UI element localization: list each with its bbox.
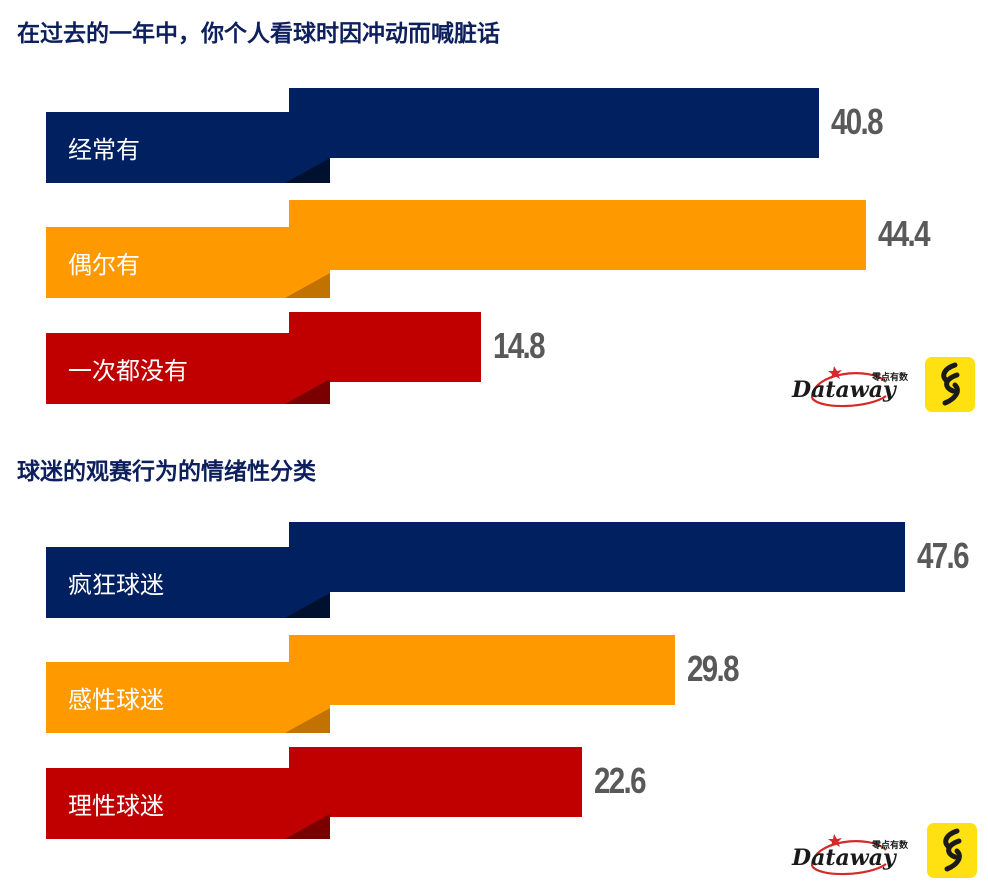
chart2-label-box-rational: 理性球迷 — [46, 768, 330, 839]
ribbon-fold — [285, 593, 330, 618]
chart2-label-crazy: 疯狂球迷 — [68, 571, 164, 599]
chart1-title: 在过去的一年中，你个人看球时因冲动而喊脏话 — [17, 21, 500, 47]
chart1-label-often: 经常有 — [68, 136, 140, 164]
svg-text:Dataway: Dataway — [791, 845, 898, 871]
chart1-label-box-often: 经常有 — [46, 112, 330, 183]
svg-text:Dataway: Dataway — [791, 377, 898, 403]
ribbon-fold — [285, 814, 330, 839]
svg-text:零点有数: 零点有数 — [871, 371, 909, 383]
chart2-bar-rational — [289, 747, 582, 817]
chart1-bar-sometimes — [289, 200, 866, 270]
chart1-value-often: 40.8 — [831, 101, 884, 142]
chart1-label-sometimes: 偶尔有 — [68, 251, 140, 279]
dataway-logo-icon: Dataway 零点有数 — [791, 366, 909, 408]
chart2-label-box-emotional: 感性球迷 — [46, 662, 330, 733]
chart1-label-never: 一次都没有 — [68, 357, 188, 385]
chart2-value-rational: 22.6 — [594, 760, 647, 801]
s-logo-icon — [941, 362, 960, 406]
chart1-label-box-sometimes: 偶尔有 — [46, 227, 330, 298]
chart1-label-box-never: 一次都没有 — [46, 333, 330, 404]
s-logo-icon — [943, 828, 962, 872]
chart1-bar-often — [289, 88, 819, 158]
s-logo — [925, 357, 975, 412]
chart2-label-box-crazy: 疯狂球迷 — [46, 547, 330, 618]
chart2-label-emotional: 感性球迷 — [68, 686, 164, 714]
ribbon-fold — [285, 273, 330, 298]
ribbon-fold — [285, 379, 330, 404]
chart1-value-sometimes: 44.4 — [878, 213, 931, 254]
svg-text:零点有数: 零点有数 — [871, 839, 909, 851]
chart2-value-crazy: 47.6 — [917, 535, 970, 576]
s-logo — [927, 823, 977, 878]
ribbon-fold — [285, 708, 330, 733]
chart1-value-never: 14.8 — [493, 325, 546, 366]
ribbon-fold — [285, 158, 330, 183]
dataway-logo: Dataway 零点有数 — [790, 362, 910, 410]
dataway-logo-icon: Dataway 零点有数 — [791, 834, 909, 876]
chart2-value-emotional: 29.8 — [687, 648, 740, 689]
chart2-bar-crazy — [289, 522, 905, 592]
dataway-logo: Dataway 零点有数 — [790, 830, 910, 878]
chart2-title: 球迷的观赛行为的情绪性分类 — [17, 459, 316, 485]
chart2-label-rational: 理性球迷 — [68, 792, 164, 820]
chart2-bar-emotional — [289, 635, 675, 705]
